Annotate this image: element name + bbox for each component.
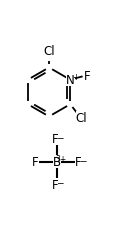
Text: −: − xyxy=(33,155,41,164)
Text: F: F xyxy=(32,155,39,168)
Text: F: F xyxy=(83,70,90,82)
Text: B: B xyxy=(53,155,61,168)
Text: N: N xyxy=(66,74,75,87)
Text: −: − xyxy=(56,178,63,187)
Text: −: − xyxy=(56,133,63,141)
Text: Cl: Cl xyxy=(76,111,87,124)
Text: F: F xyxy=(52,178,59,191)
Text: Cl: Cl xyxy=(43,45,55,58)
Text: +: + xyxy=(72,72,79,81)
Text: F: F xyxy=(52,133,59,146)
Text: −: − xyxy=(79,155,86,164)
Text: 3+: 3+ xyxy=(56,154,67,163)
Text: F: F xyxy=(75,155,82,168)
